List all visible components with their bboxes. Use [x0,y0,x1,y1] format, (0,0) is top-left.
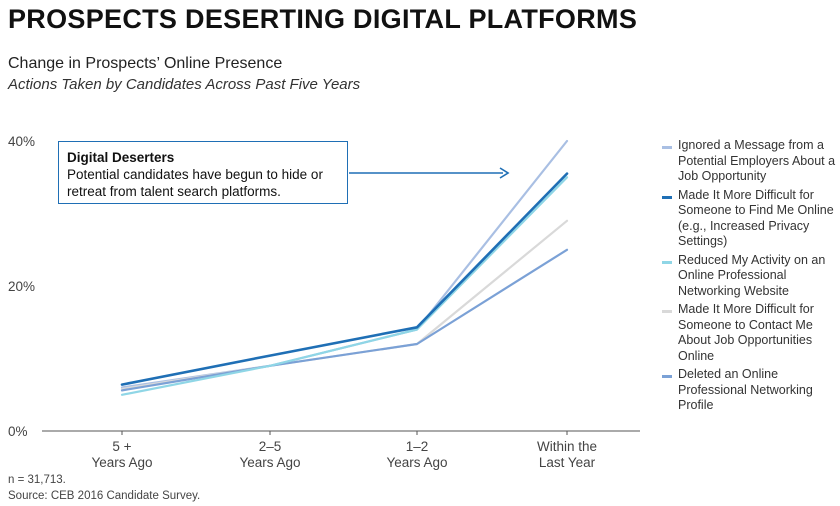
x-tick-label: Within the Last Year [537,439,597,470]
series-line [120,248,569,392]
x-tick-label: 2–5 Years Ago [239,439,300,470]
legend-swatch [662,310,672,313]
legend-swatch [662,260,672,264]
y-tick-label: 40% [8,134,35,149]
callout-box: Digital Deserters Potential candidates h… [58,141,348,204]
legend-label: Made It More Difficult for Someone to Co… [678,302,814,363]
chart-caption: Actions Taken by Candidates Across Past … [8,76,361,93]
callout-title: Digital Deserters [67,150,175,165]
legend-label: Deleted an Online Professional Networkin… [678,367,813,412]
y-tick-label: 20% [8,279,35,294]
legend-item: Deleted an Online Professional Networkin… [662,367,838,414]
callout-body: Potential candidates have begun to hide … [67,167,323,199]
callout-arrow-head [499,167,510,179]
legend-label: Reduced My Activity on an Online Profess… [678,252,826,298]
legend-swatch [662,375,672,378]
chart-title: PROSPECTS DESERTING DIGITAL PLATFORMS [8,4,638,34]
legend-swatch [662,195,672,199]
legend-label: Ignored a Message from a Potential Emplo… [678,138,836,183]
legend-swatch [662,146,672,149]
legend-label: Made It More Difficult for Someone to Fi… [678,187,834,249]
series-line [120,172,569,386]
source-note: Source: CEB 2016 Candidate Survey. [8,490,201,502]
x-tick-label: 5 + Years Ago [91,439,152,470]
chart-subtitle: Change in Prospects’ Online Presence [8,55,283,72]
sample-size-note: n = 31,713. [8,474,66,486]
y-tick-label: 0% [8,424,28,439]
legend: Ignored a Message from a Potential Emplo… [662,138,838,417]
legend-item: Ignored a Message from a Potential Emplo… [662,138,838,185]
legend-item: Made It More Difficult for Someone to Fi… [662,188,838,250]
series-line [120,176,569,396]
x-tick-label: 1–2 Years Ago [386,439,447,470]
legend-item: Made It More Difficult for Someone to Co… [662,302,838,364]
legend-item: Reduced My Activity on an Online Profess… [662,253,838,300]
